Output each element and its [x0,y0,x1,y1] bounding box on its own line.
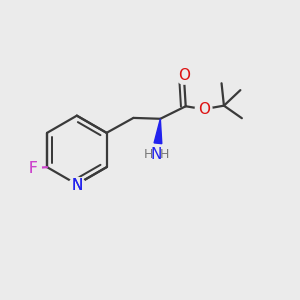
Circle shape [176,68,193,84]
Text: O: O [198,102,210,117]
Circle shape [24,160,41,176]
Text: N: N [71,178,83,193]
Circle shape [144,149,156,161]
Circle shape [24,160,41,176]
Circle shape [151,149,162,161]
Text: N: N [71,178,83,193]
Text: H: H [160,148,170,160]
Text: F: F [28,160,37,175]
Circle shape [195,101,212,118]
Text: O: O [178,68,190,83]
Circle shape [69,178,86,194]
Polygon shape [154,119,162,144]
Text: F: F [28,160,37,175]
Text: H: H [143,148,153,160]
Circle shape [69,178,86,194]
Text: N: N [151,146,162,161]
Circle shape [157,149,169,161]
